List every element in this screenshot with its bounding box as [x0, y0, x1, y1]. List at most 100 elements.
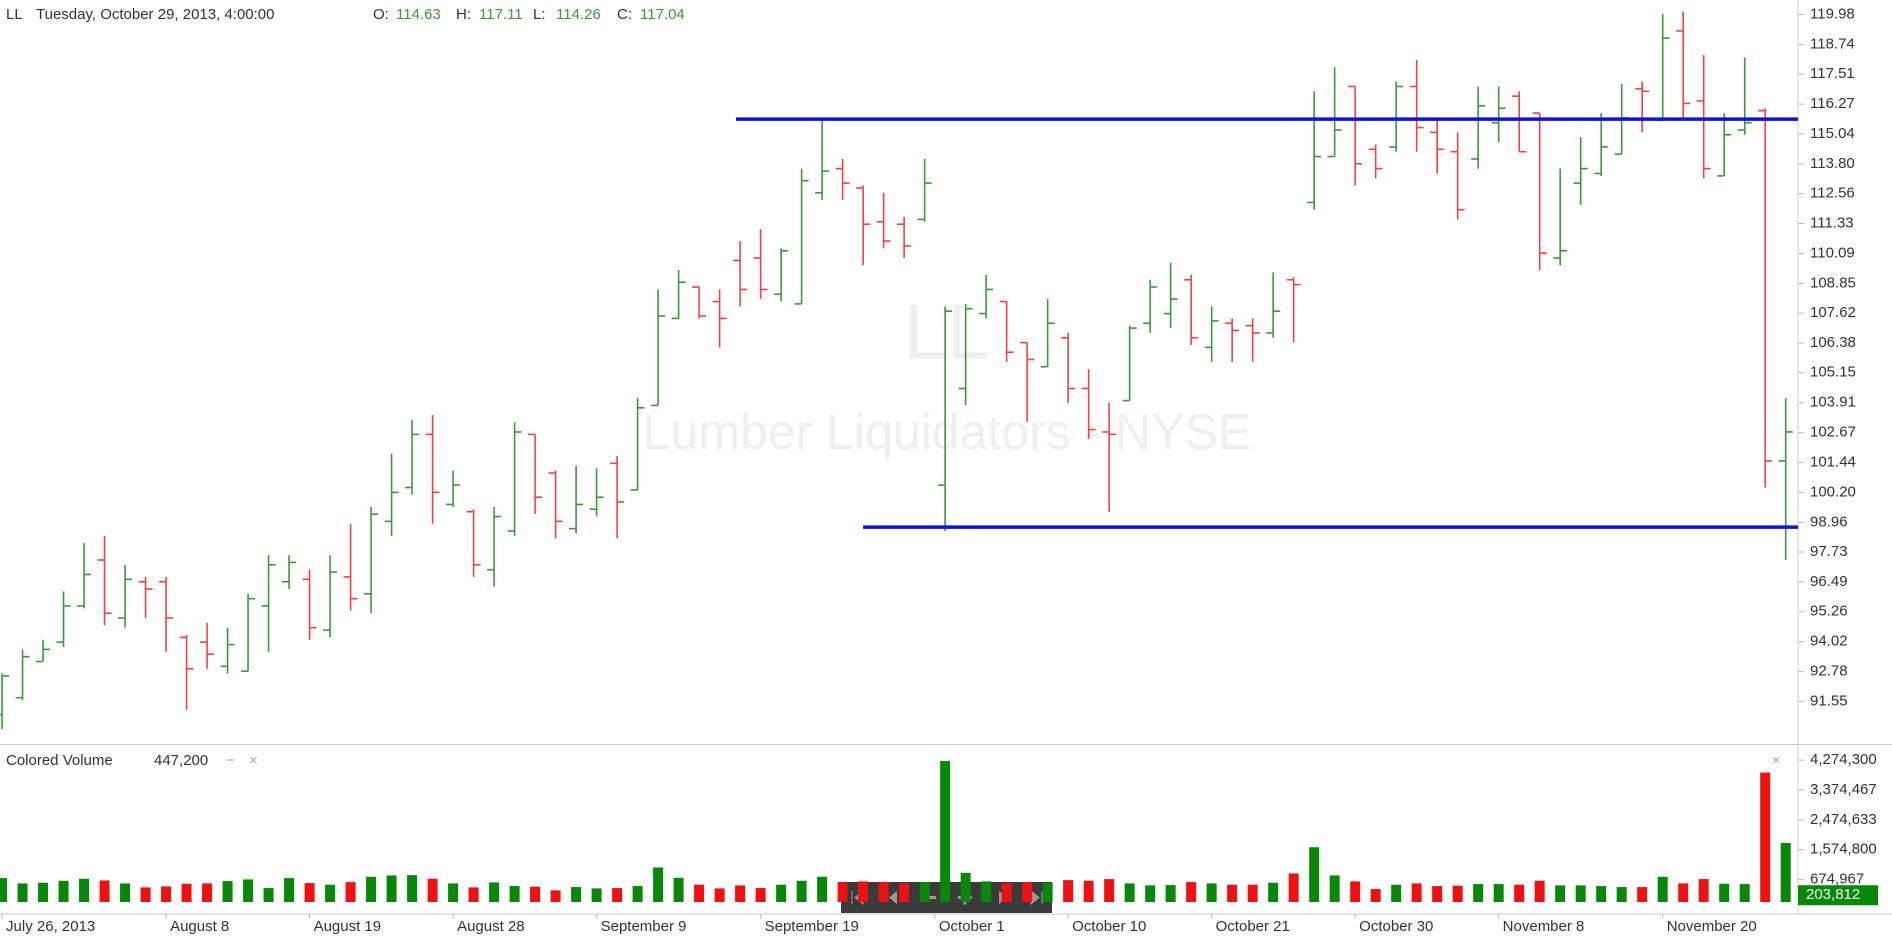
volume-bar: [161, 886, 172, 902]
volume-bar: [1411, 883, 1422, 902]
volume-bar: [1083, 880, 1094, 902]
y-tick-label: 101.44: [1810, 453, 1856, 470]
volume-bar: [1596, 886, 1607, 902]
x-tick-label: November 20: [1667, 918, 1757, 935]
volume-bar: [1001, 883, 1012, 902]
y-tick-label: 112.56: [1810, 185, 1855, 202]
volume-bar: [1309, 847, 1320, 902]
volume-bar: [776, 884, 787, 902]
x-tick-label: July 26, 2013: [6, 918, 95, 935]
volume-bar: [591, 888, 602, 902]
volume-bar: [1104, 879, 1115, 902]
x-tick-label: August 28: [457, 918, 525, 935]
y-tick-label: 118.74: [1810, 35, 1855, 52]
y-tick-label: 2,474,633: [1810, 811, 1877, 828]
volume-bar: [714, 888, 725, 902]
volume-bar: [304, 883, 315, 902]
y-tick-label: 102.67: [1810, 424, 1856, 441]
volume-bar: [837, 882, 848, 902]
volume-bar: [1227, 884, 1238, 902]
volume-bar: [1678, 883, 1689, 902]
volume-bar: [612, 888, 623, 902]
volume-bar: [386, 875, 397, 902]
volume-bar: [181, 883, 192, 902]
volume-bar: [448, 883, 459, 902]
volume-bar: [1780, 842, 1791, 902]
volume-bar: [940, 760, 951, 902]
close-icon[interactable]: ×: [1772, 752, 1781, 769]
volume-bar: [1288, 873, 1299, 902]
volume-bar: [366, 876, 377, 902]
volume-bar: [817, 876, 828, 902]
minimize-icon[interactable]: −: [226, 752, 235, 769]
volume-bar: [1534, 880, 1545, 902]
volume-bar: [571, 887, 582, 902]
volume-bar: [1022, 882, 1033, 902]
volume-bar: [222, 881, 233, 902]
y-tick-label: 98.96: [1810, 513, 1848, 530]
y-tick-label: 96.49: [1810, 573, 1848, 590]
close-icon[interactable]: ×: [249, 752, 258, 769]
volume-bar: [1268, 882, 1279, 902]
volume-bar: [878, 882, 889, 902]
volume-bar: [1719, 883, 1730, 902]
volume-bar: [1555, 885, 1566, 902]
volume-bar: [1145, 885, 1156, 902]
readout-label: H:: [456, 6, 471, 23]
y-tick-label: 113.80: [1810, 155, 1855, 172]
y-tick-label: 95.26: [1810, 603, 1848, 620]
volume-bar: [1370, 889, 1381, 902]
volume-bar: [1329, 875, 1340, 902]
y-tick-label: 94.02: [1810, 633, 1848, 650]
volume-bar: [284, 878, 295, 902]
y-tick-label: 111.33: [1810, 214, 1854, 231]
y-tick-label: 106.38: [1810, 334, 1856, 351]
y-tick-label: 4,274,300: [1810, 751, 1877, 768]
y-tick-label: 115.04: [1810, 125, 1855, 142]
volume-bar: [99, 880, 110, 902]
volume-bar: [120, 883, 131, 902]
x-tick-label: October 10: [1072, 918, 1146, 935]
volume-title: Colored Volume: [6, 752, 113, 769]
volume-bar: [1760, 772, 1771, 902]
volume-bar: [1350, 881, 1361, 902]
readout-label: O:: [373, 6, 389, 23]
y-tick-label: 117.51: [1810, 65, 1855, 82]
y-tick-label: 1,574,800: [1810, 841, 1877, 858]
volume-bar: [1042, 882, 1053, 902]
watermark: LL Lumber Liquidators - NYSE: [643, 288, 1252, 461]
x-tick-label: October 30: [1359, 918, 1433, 935]
readout-label: C:: [617, 6, 632, 23]
y-tick-label: 97.73: [1810, 543, 1848, 560]
prev-button[interactable]: [889, 891, 897, 904]
volume-bar: [140, 887, 151, 902]
volume-readout: 447,200: [154, 752, 208, 769]
volume-bar: [1616, 887, 1627, 902]
volume-bar: [735, 885, 746, 902]
volume-bar: [530, 886, 541, 902]
volume-bar: [899, 883, 910, 902]
readout-value: 117.11: [479, 6, 523, 23]
volume-bar: [1473, 884, 1484, 902]
volume-bar: [1452, 885, 1463, 902]
y-tick-label: 91.55: [1810, 692, 1848, 709]
volume-bar: [79, 878, 90, 902]
volume-bar: [632, 886, 643, 902]
volume-bar: [1247, 884, 1258, 902]
readout-value: 114.63: [396, 6, 441, 23]
volume-bar: [489, 882, 500, 902]
watermark-symbol: LL: [904, 288, 991, 376]
volume-bar: [1575, 885, 1586, 902]
volume-bar: [325, 884, 336, 902]
last-value-label: 203,812: [1806, 886, 1860, 903]
volume-bar: [1432, 886, 1443, 902]
y-tick-label: 107.62: [1810, 304, 1856, 321]
volume-bar: [1657, 876, 1668, 902]
readout-value: 117.04: [640, 6, 685, 23]
x-tick-label: October 1: [939, 918, 1005, 935]
volume-bar: [1637, 887, 1648, 902]
last-value-box: [1798, 885, 1878, 906]
volume-bar: [1206, 883, 1217, 902]
